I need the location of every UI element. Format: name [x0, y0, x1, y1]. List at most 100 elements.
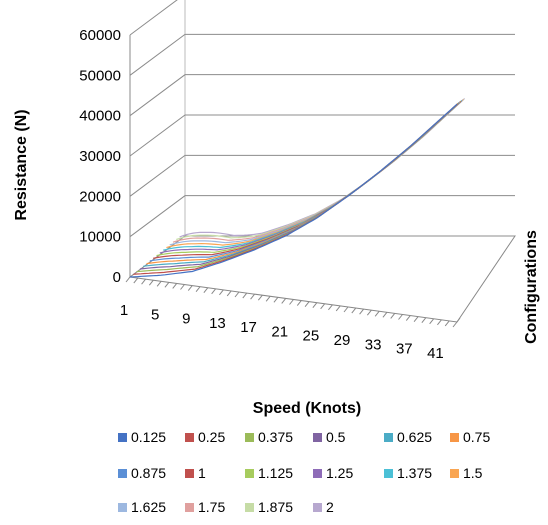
legend: 0.125 0.25 0.375 0.5 0.625 0.75 0.875 1 1.125 1.2… — [118, 429, 490, 515]
x-tick-mark — [265, 295, 271, 302]
x-tick-mark — [257, 294, 263, 301]
gridline — [129, 74, 515, 117]
x-tick-label: 25 — [303, 328, 320, 345]
legend-label: 0.5 — [326, 429, 346, 445]
legend-swatch — [384, 433, 393, 442]
legend-label: 2 — [326, 499, 334, 515]
y-axis-title: Resistance (N) — [13, 109, 30, 220]
gridlines — [129, 0, 515, 278]
x-tick-mark — [335, 305, 341, 312]
legend-label: 1.375 — [397, 465, 432, 481]
series-line-1.5 — [166, 99, 463, 249]
x-tick-mark — [242, 292, 248, 299]
gridline — [129, 33, 515, 76]
legend-swatch — [450, 433, 459, 442]
legend-swatch — [118, 503, 127, 512]
legend-label: 1.875 — [258, 499, 293, 515]
x-tick-mark — [398, 314, 403, 320]
legend-label: 0.625 — [397, 429, 432, 445]
x-tick-mark — [382, 312, 388, 318]
x-axis-title: Speed (Knots) — [253, 400, 361, 417]
x-tick-mark — [444, 320, 450, 327]
legend-label: 0.25 — [198, 429, 225, 445]
x-tick-mark — [312, 302, 318, 309]
legend-swatch — [245, 503, 254, 512]
gridline — [129, 195, 515, 238]
legend-swatch — [450, 469, 459, 478]
y-tick-label: 50000 — [79, 67, 121, 84]
x-tick-mark — [390, 313, 396, 319]
legend-label: 1.75 — [198, 499, 225, 515]
x-tick-label: 13 — [209, 315, 226, 332]
x-tick-mark — [250, 293, 255, 300]
x-tick-mark — [180, 284, 185, 290]
z-axis-title: Configurations — [523, 230, 540, 344]
y-tick-label: 0 — [113, 269, 121, 286]
x-tick-label: 17 — [240, 319, 257, 336]
series-line-1.75 — [172, 98, 465, 243]
x-tick-mark — [343, 306, 349, 313]
x-tick-label: 5 — [151, 306, 159, 323]
series-line-0.25 — [133, 103, 458, 275]
legend-swatch — [245, 433, 254, 442]
x-tick-mark — [219, 289, 224, 296]
series-line-0.75 — [146, 101, 460, 265]
legend-swatch — [185, 503, 194, 512]
x-tick-mark — [203, 287, 209, 294]
legend-swatch — [185, 433, 194, 442]
x-tick-mark — [374, 310, 380, 317]
series-line-1.875 — [176, 98, 465, 241]
x-tick-label: 1 — [120, 302, 128, 319]
series-line-1.375 — [162, 99, 463, 251]
x-tick-mark — [164, 282, 170, 288]
x-tick-mark — [351, 307, 357, 314]
y-axis-ticks: 0 10000 20000 30000 40000 50000 60000 — [79, 27, 121, 286]
legend-label: 1 — [198, 465, 206, 481]
x-tick-mark — [413, 316, 419, 322]
x-tick-label: 41 — [427, 345, 444, 362]
x-tick-mark — [359, 308, 364, 315]
legend-swatch — [185, 469, 194, 478]
x-tick-mark — [226, 290, 232, 297]
x-tick-mark — [195, 286, 201, 292]
x-tick-mark — [405, 315, 411, 321]
x-tick-mark — [366, 309, 372, 316]
chart-walls — [128, 0, 516, 323]
x-tick-mark — [452, 321, 458, 328]
legend-label: 0.125 — [131, 429, 166, 445]
legend-swatch — [118, 433, 127, 442]
legend-label: 1.5 — [463, 465, 483, 481]
series-line-0.125 — [129, 103, 458, 278]
floor-edge — [456, 317, 461, 323]
x-tick-mark — [429, 318, 435, 325]
series-line-0.625 — [143, 102, 460, 267]
y-tick-label: 40000 — [79, 108, 121, 125]
legend-swatch — [118, 469, 127, 478]
series-line-2 — [179, 98, 466, 238]
legend-label: 1.25 — [326, 465, 353, 481]
gridline — [129, 235, 515, 278]
x-tick-mark — [141, 278, 146, 285]
x-tick-label: 21 — [271, 323, 288, 340]
legend-swatch — [245, 469, 254, 478]
x-tick-mark — [156, 280, 162, 287]
x-tick-label: 37 — [396, 341, 413, 358]
legend-label: 1.125 — [258, 465, 293, 481]
x-tick-mark — [289, 299, 294, 305]
y-tick-label: 60000 — [79, 27, 121, 44]
x-tick-mark — [187, 285, 193, 291]
y-tick-label: 30000 — [79, 148, 121, 165]
series-line-0.875 — [149, 101, 461, 262]
legend-swatch — [313, 469, 322, 478]
series-line-1.625 — [169, 99, 464, 246]
x-tick-label: 9 — [182, 311, 190, 328]
x-tick-mark — [234, 291, 240, 298]
series-lines — [129, 98, 466, 278]
x-tick-mark — [304, 301, 310, 307]
legend-label: 0.75 — [463, 429, 490, 445]
gridline — [129, 154, 515, 197]
x-tick-mark — [133, 277, 139, 284]
x-tick-mark — [328, 304, 333, 311]
x-tick-mark — [211, 288, 217, 295]
